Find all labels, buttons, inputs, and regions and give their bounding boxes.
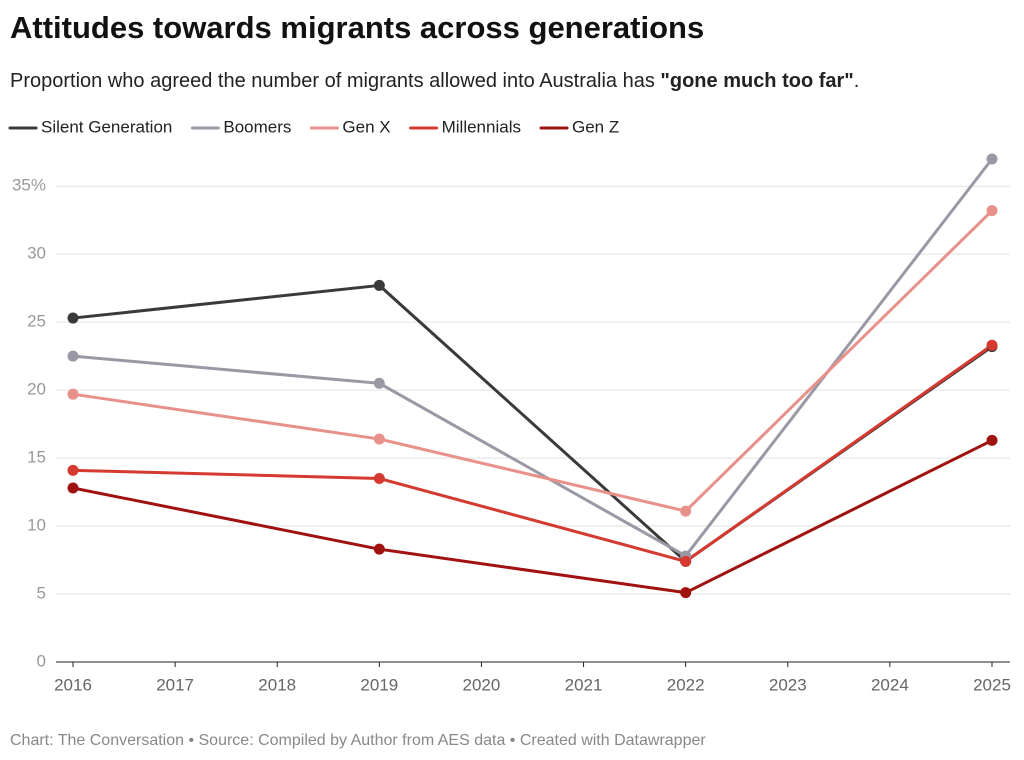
series-line [72,439,993,595]
x-tick-label: 2019 [360,675,398,694]
y-tick-label: 10 [27,516,46,535]
x-tick-label: 2025 [973,675,1011,694]
x-tick-label: 2016 [54,675,92,694]
y-tick-label: 30 [27,244,46,263]
footer: Chart: The Conversation • Source: Compil… [10,732,706,749]
series-line [72,344,993,563]
data-point [373,472,385,484]
subtitle-text: . [854,70,860,92]
data-point [680,555,692,567]
chart-title: Attitudes towards migrants across genera… [10,10,704,45]
y-tick-label: 20 [27,380,46,399]
x-tick-label: 2024 [871,675,909,694]
data-point [986,434,998,446]
data-point [373,279,385,291]
data-point [986,153,998,165]
subtitle-text: Proportion who agreed the number of migr… [10,70,660,92]
x-tick-label: 2021 [565,675,603,694]
x-tick-label: 2023 [769,675,807,694]
data-point [373,377,385,389]
y-tick-label: 15 [27,448,46,467]
data-point [680,505,692,517]
legend-label: Millennials [442,117,521,136]
y-tick-label: 0 [37,651,46,670]
x-tick-label: 2022 [667,675,705,694]
data-point [373,543,385,555]
x-tick-label: 2020 [463,675,501,694]
data-point [67,482,79,494]
y-tick-label: 35% [12,176,46,195]
legend-label: Gen X [342,117,390,136]
subtitle-emphasis: "gone much too far" [660,70,853,92]
y-tick-label: 5 [37,584,46,603]
x-tick-label: 2017 [156,675,194,694]
data-point [67,312,79,324]
data-point [67,350,79,362]
chart-subtitle: Proportion who agreed the number of migr… [10,70,859,92]
data-point [373,433,385,445]
legend-label: Boomers [223,117,291,136]
legend-label: Gen Z [572,117,619,136]
legend-label: Silent Generation [41,117,172,136]
y-tick-label: 25 [27,312,46,331]
series-line [72,209,994,513]
data-point [67,388,79,400]
data-point [986,205,998,217]
data-point [986,339,998,351]
x-tick-label: 2018 [258,675,296,694]
data-point [67,464,79,476]
series-line [72,158,994,558]
data-point [680,587,692,599]
